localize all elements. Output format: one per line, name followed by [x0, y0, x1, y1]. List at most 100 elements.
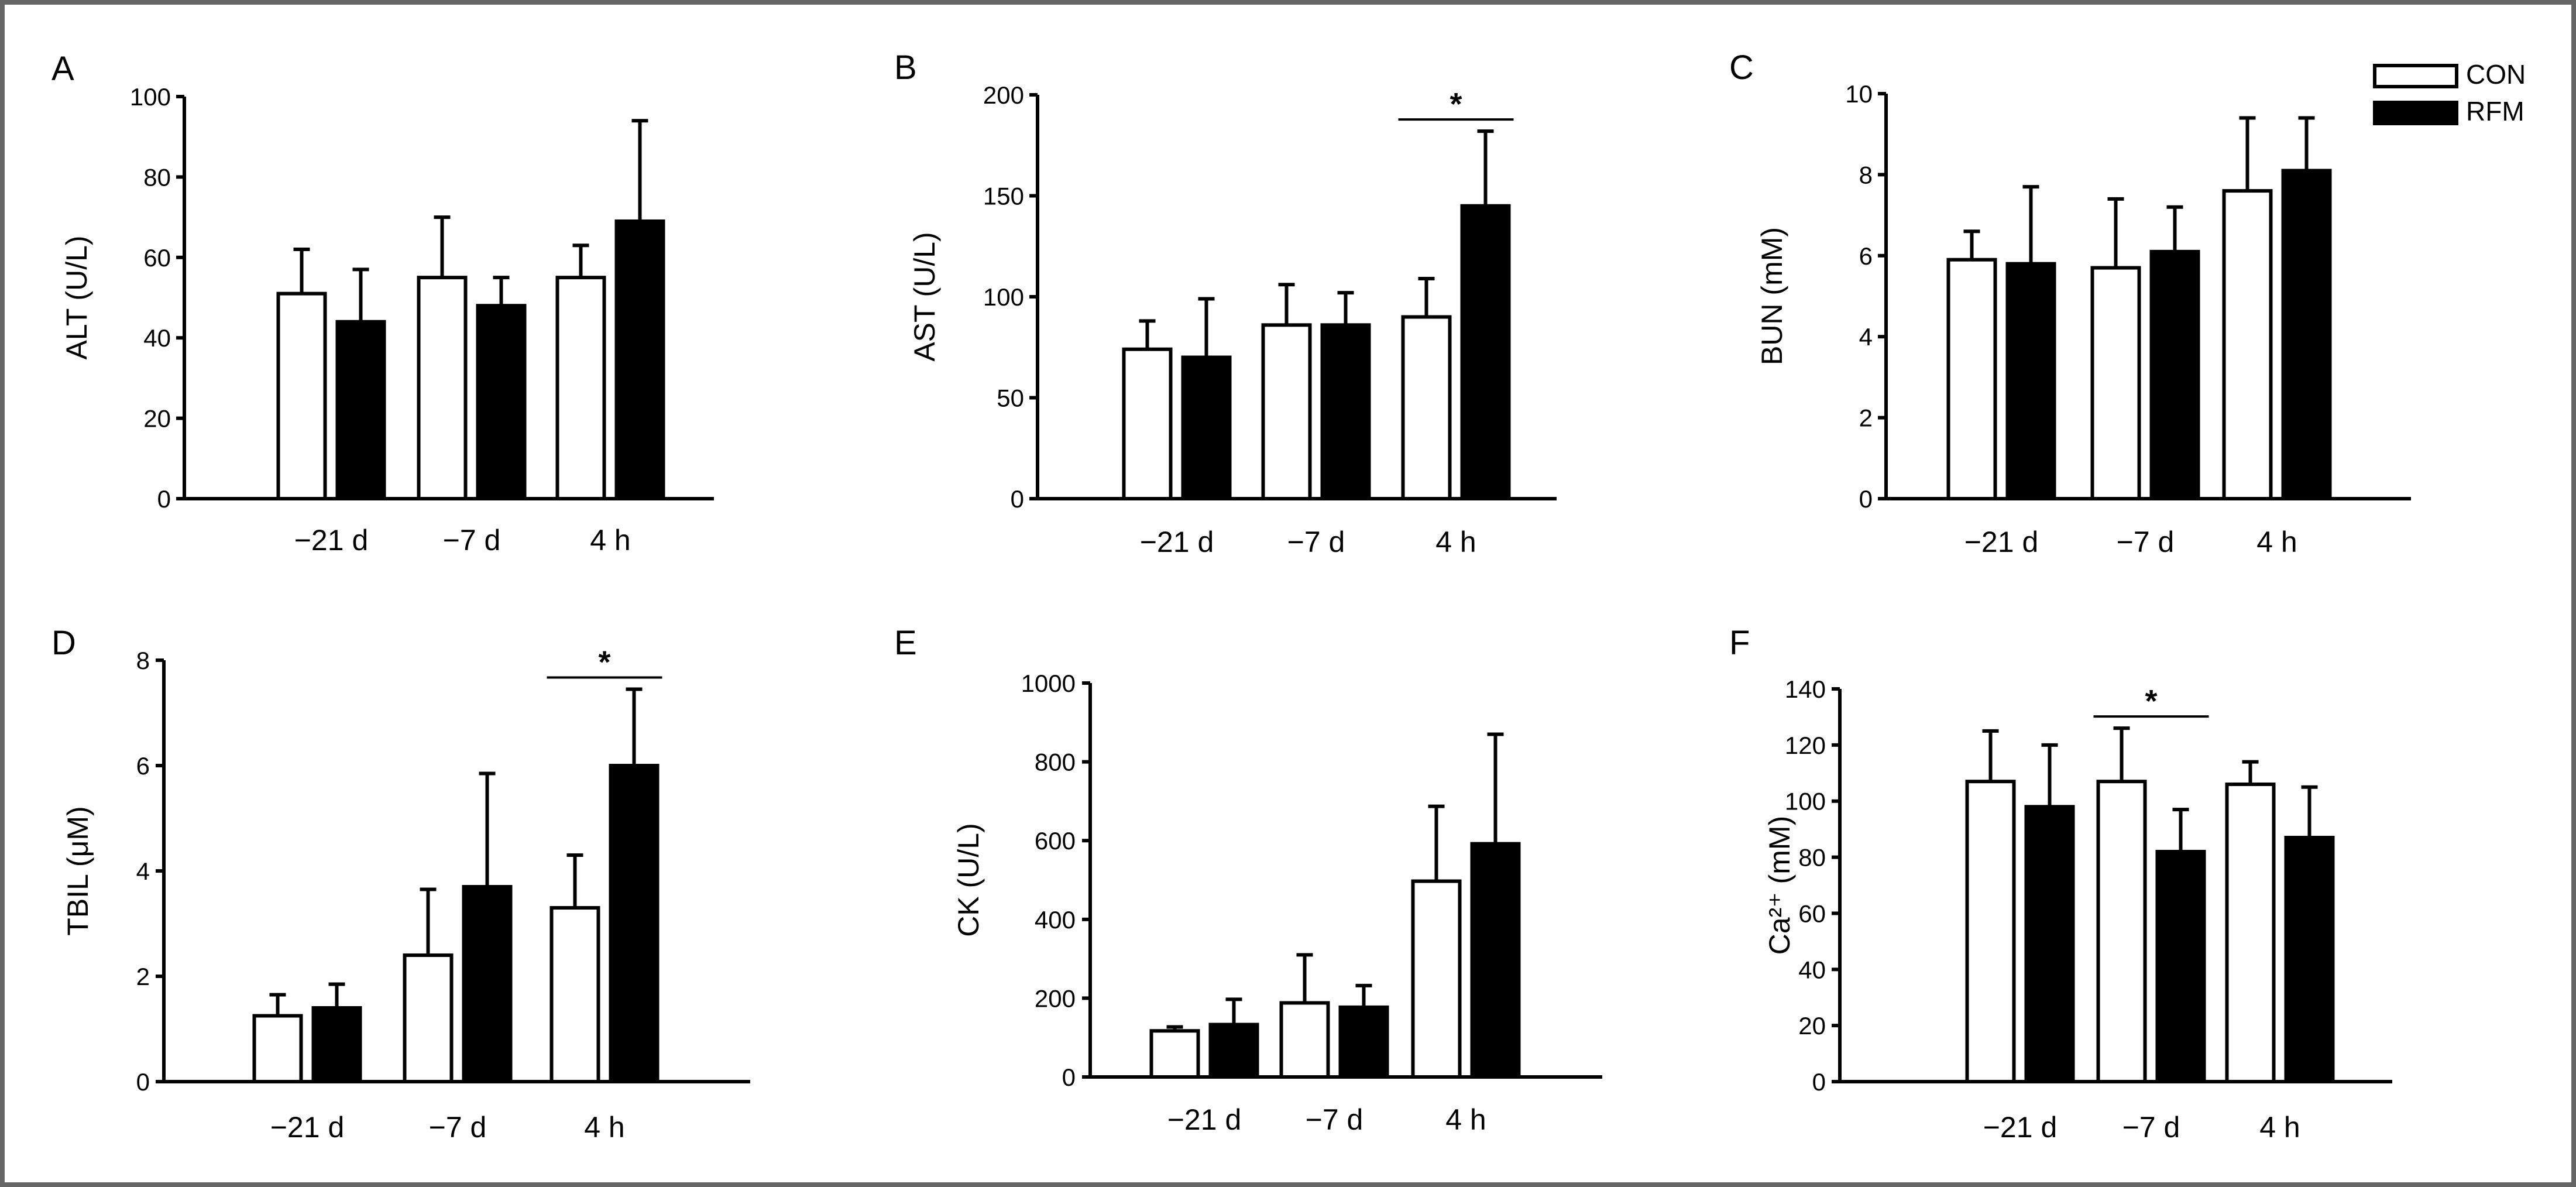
y-tick-label: 100 — [1785, 788, 1826, 815]
x-tick-label: −21 d — [1983, 1111, 2058, 1144]
y-tick-label: 0 — [1011, 485, 1024, 513]
y-tick-label: 20 — [1798, 1012, 1826, 1040]
y-axis-label: AST (U/L) — [908, 232, 941, 361]
bar-con — [1261, 323, 1312, 500]
x-tick-label: −21 d — [270, 1111, 345, 1144]
x-tick-label: −7 d — [1306, 1103, 1363, 1136]
bar-rfm — [609, 764, 660, 1083]
bar-rfm — [2005, 262, 2056, 500]
y-axis-label: Ca²⁺ (mM) — [1763, 816, 1796, 955]
y-tick-label: 6 — [1859, 242, 1873, 270]
y-tick-label: 0 — [1859, 485, 1873, 513]
bar-rfm — [2284, 836, 2335, 1084]
x-tick-label: 4 h — [1445, 1103, 1486, 1136]
x-tick-label: −7 d — [2117, 526, 2175, 558]
panel-letter: E — [894, 624, 917, 662]
bar-rfm — [2155, 849, 2206, 1083]
y-tick-label: 8 — [136, 647, 150, 674]
x-tick-label: −21 d — [294, 524, 369, 557]
x-tick-label: 4 h — [2259, 1111, 2300, 1144]
panel-letter: B — [894, 49, 917, 87]
y-axis-label: CK (U/L) — [952, 823, 985, 936]
bar-con — [555, 276, 606, 500]
bar-rfm — [1208, 1023, 1259, 1079]
significance-marker: * — [598, 645, 610, 680]
y-tick-label: 0 — [136, 1068, 150, 1096]
panel-letter: D — [51, 624, 76, 662]
bar-con — [417, 276, 468, 500]
y-tick-label: 120 — [1785, 732, 1826, 759]
y-tick-label: 80 — [143, 163, 171, 191]
bar-con — [1965, 780, 2016, 1083]
y-tick-label: 4 — [136, 857, 150, 885]
bar-con — [276, 291, 327, 500]
y-tick-label: 10 — [1845, 80, 1873, 108]
bar-rfm — [1338, 1005, 1389, 1079]
panel-letter: A — [51, 50, 74, 88]
y-tick-label: 4 — [1859, 323, 1873, 351]
x-tick-label: −21 d — [1964, 526, 2039, 558]
legend-label-con: CON — [2466, 59, 2526, 90]
y-tick-label: 140 — [1785, 675, 1826, 703]
bar-con — [2096, 780, 2147, 1083]
y-tick-label: 0 — [157, 485, 171, 513]
bar-con — [1946, 258, 1997, 500]
panel-letter: F — [1729, 624, 1750, 662]
panel-e: E CK (U/L) 0 200 400 600 800 1000 −21 d −7 d 4 h — [894, 624, 1602, 1136]
x-tick-label: −21 d — [1140, 526, 1214, 558]
bar-con — [1279, 1001, 1330, 1079]
bar-rfm — [462, 885, 513, 1083]
y-tick-label: 150 — [983, 183, 1024, 210]
panel-letter: C — [1729, 49, 1754, 87]
y-tick-label: 8 — [1859, 161, 1873, 188]
y-tick-label: 60 — [143, 244, 171, 272]
y-tick-label: 200 — [983, 81, 1024, 109]
bar-rfm — [614, 219, 665, 500]
x-tick-label: −7 d — [1287, 526, 1345, 558]
y-tick-label: 400 — [1035, 906, 1076, 934]
x-tick-label: −7 d — [2122, 1111, 2180, 1144]
y-tick-label: 2 — [1859, 404, 1873, 432]
bar-con — [2090, 266, 2141, 500]
y-tick-label: 50 — [997, 385, 1024, 412]
bar-con — [2222, 189, 2273, 500]
bar-rfm — [2281, 169, 2332, 501]
y-tick-label: 80 — [1798, 844, 1826, 872]
bar-rfm — [1460, 204, 1511, 500]
x-tick-label: 4 h — [2256, 526, 2297, 558]
bar-rfm — [476, 304, 527, 500]
bar-con — [1411, 879, 1462, 1079]
bar-rfm — [335, 320, 386, 500]
y-tick-label: 6 — [136, 752, 150, 780]
legend-swatch-rfm — [2373, 101, 2458, 125]
bar-rfm — [311, 1006, 362, 1083]
panel-c: C BUN (mM) 0 2 4 6 8 10 −21 d −7 d 4 h — [1729, 49, 2411, 558]
bar-rfm — [1181, 355, 1232, 500]
y-tick-label: 40 — [143, 324, 171, 352]
bar-con — [1401, 315, 1452, 500]
y-axis-label: BUN (mM) — [1756, 227, 1788, 365]
y-tick-label: 60 — [1798, 900, 1826, 927]
panel-f: F Ca²⁺ (mM) 0 20 40 60 80 100 120 140 −21 d −7 d 4 h… — [1729, 624, 2392, 1144]
x-tick-label: 4 h — [584, 1111, 625, 1144]
bar-rfm — [1320, 323, 1371, 500]
bar-con — [403, 953, 454, 1083]
y-tick-label: 800 — [1035, 749, 1076, 776]
x-tick-label: 4 h — [1435, 526, 1476, 558]
y-tick-label: 0 — [1812, 1068, 1826, 1096]
bar-con — [252, 1014, 303, 1083]
bar-rfm — [2149, 249, 2200, 500]
bar-rfm — [1470, 842, 1521, 1079]
y-tick-label: 0 — [1062, 1064, 1076, 1091]
y-tick-label: 1000 — [1021, 670, 1076, 697]
x-tick-label: −7 d — [429, 1111, 487, 1144]
x-tick-label: 4 h — [590, 524, 631, 557]
legend: CON RFM — [2373, 59, 2526, 126]
y-axis-label: ALT (U/L) — [60, 235, 93, 359]
y-axis-label: TBIL (μM) — [61, 806, 94, 935]
bar-rfm — [2024, 805, 2075, 1084]
y-tick-label: 2 — [136, 963, 150, 990]
legend-label-rfm: RFM — [2466, 96, 2525, 126]
